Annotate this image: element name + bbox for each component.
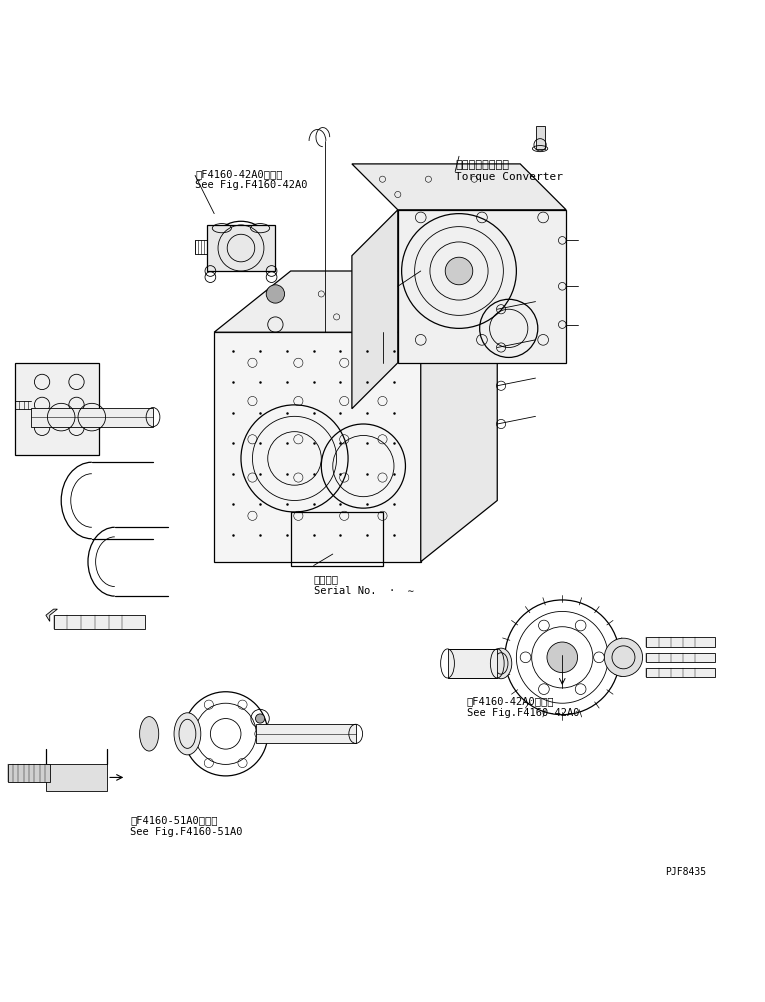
Bar xyxy=(448,649,497,678)
Text: 第F4160-42A0図参照
See Fig.F4160-42A0: 第F4160-42A0図参照 See Fig.F4160-42A0 xyxy=(195,168,308,190)
Ellipse shape xyxy=(139,716,159,752)
Bar xyxy=(8,765,50,783)
Bar xyxy=(291,512,382,566)
Bar xyxy=(256,724,356,743)
Polygon shape xyxy=(352,210,398,409)
Polygon shape xyxy=(46,765,107,792)
Bar xyxy=(536,126,545,149)
Polygon shape xyxy=(207,225,275,272)
Polygon shape xyxy=(398,210,566,364)
Circle shape xyxy=(547,642,578,673)
Bar xyxy=(646,653,715,662)
Text: PJF8435: PJF8435 xyxy=(666,867,707,877)
Polygon shape xyxy=(214,272,497,333)
Polygon shape xyxy=(352,164,566,210)
Polygon shape xyxy=(421,272,497,562)
Circle shape xyxy=(445,258,473,286)
Bar xyxy=(195,241,207,255)
Bar xyxy=(646,638,715,647)
Text: 適用号機
Serial No.  ·  ∼: 適用号機 Serial No. · ∼ xyxy=(314,573,414,595)
Circle shape xyxy=(256,714,265,723)
Circle shape xyxy=(266,286,285,304)
Text: 第F4160-42A0図参照
See Fig.F4160-42A0: 第F4160-42A0図参照 See Fig.F4160-42A0 xyxy=(467,695,579,717)
Bar xyxy=(31,409,153,428)
Ellipse shape xyxy=(490,648,512,679)
Text: 第F4160-51A0図参照
See Fig.F4160-51A0: 第F4160-51A0図参照 See Fig.F4160-51A0 xyxy=(130,815,243,836)
Circle shape xyxy=(604,638,643,676)
Polygon shape xyxy=(15,364,99,455)
Text: トルクコンバータ
Torque Converter: トルクコンバータ Torque Converter xyxy=(455,160,563,181)
Bar xyxy=(646,668,715,677)
Polygon shape xyxy=(46,609,57,622)
Bar xyxy=(54,615,145,629)
Polygon shape xyxy=(214,333,421,562)
Ellipse shape xyxy=(174,713,200,756)
